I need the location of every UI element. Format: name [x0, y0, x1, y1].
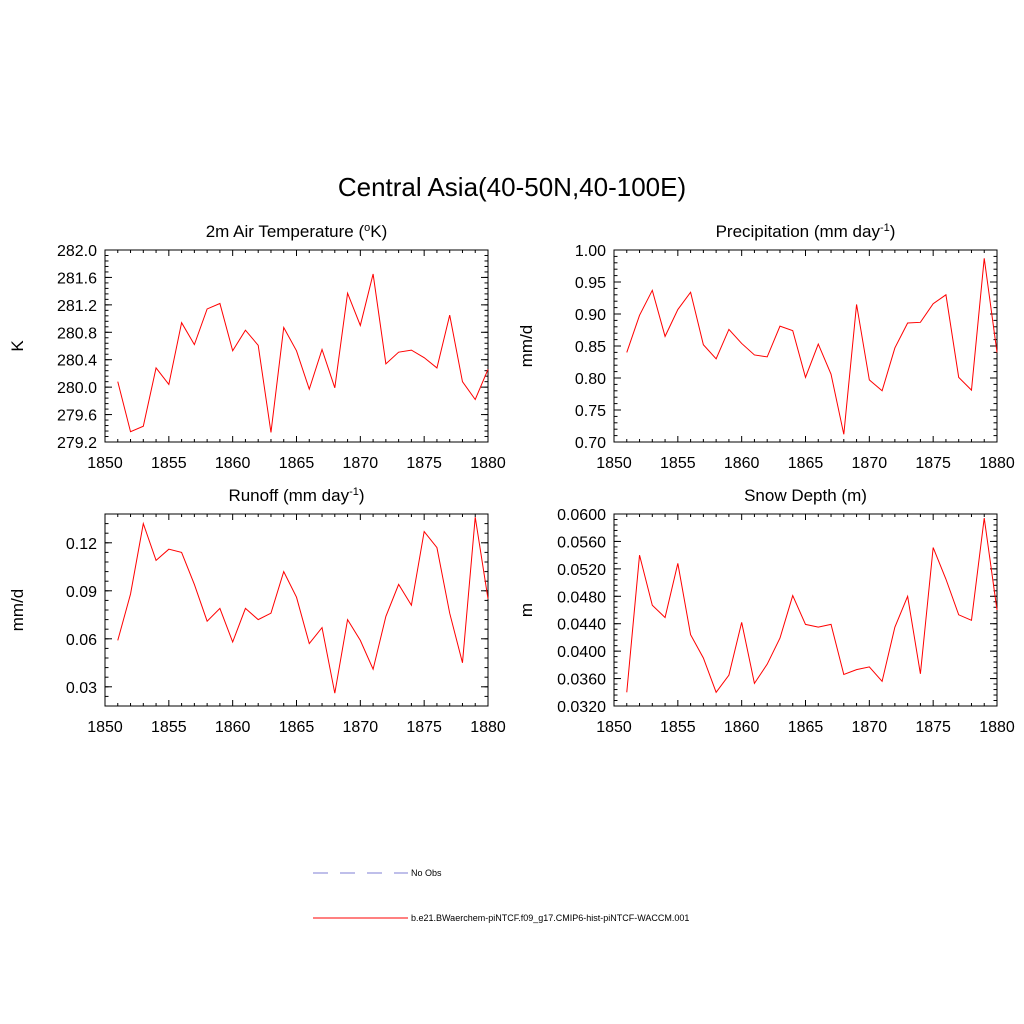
figure-title: Central Asia(40-50N,40-100E) [338, 172, 686, 202]
y-tick-label: 0.0600 [557, 507, 606, 524]
y-tick-label: 282.0 [57, 243, 97, 260]
x-tick-label: 1855 [660, 455, 696, 472]
y-tick-label: 0.0560 [557, 534, 606, 551]
x-tick-label: 1875 [406, 719, 442, 736]
panel-title: 2m Air Temperature (oK) [206, 222, 388, 241]
x-tick-label: 1870 [852, 455, 888, 472]
y-tick-label: 0.0320 [557, 699, 606, 716]
x-tick-label: 1875 [915, 455, 951, 472]
x-tick-label: 1850 [596, 719, 632, 736]
x-tick-label: 1860 [215, 719, 251, 736]
x-tick-label: 1855 [151, 719, 187, 736]
x-tick-label: 1850 [87, 719, 123, 736]
panel-title: Snow Depth (m) [744, 486, 867, 505]
y-tick-label: 0.75 [575, 403, 606, 420]
plot-frame [104, 513, 489, 707]
y-tick-label: 0.90 [575, 307, 606, 324]
y-tick-label: 0.0400 [557, 644, 606, 661]
x-tick-label: 1870 [343, 455, 379, 472]
y-tick-label: 0.0480 [557, 589, 606, 606]
y-tick-label: 279.6 [57, 408, 97, 425]
panel-1: Precipitation (mm day-1) mm/d 1850 1855 1860… [517, 222, 1015, 472]
y-axis-label: mm/d [8, 589, 27, 632]
y-tick-label: 0.12 [66, 536, 97, 553]
panel-2: Runoff (mm day-1) mm/d 1850 1855 1860 1865 187… [8, 486, 506, 736]
legend-obs-label: No Obs [411, 868, 442, 878]
x-tick-label: 1865 [279, 719, 315, 736]
y-tick-label: 280.4 [57, 353, 97, 370]
series-line-model [117, 517, 489, 694]
x-tick-label: 1870 [852, 719, 888, 736]
series-line-model [626, 258, 998, 435]
x-tick-label: 1880 [979, 455, 1015, 472]
x-tick-label: 1865 [279, 455, 315, 472]
x-tick-label: 1860 [724, 455, 760, 472]
y-tick-label: 0.03 [66, 680, 97, 697]
y-tick-label: 0.0440 [557, 617, 606, 634]
y-axis-label: K [8, 340, 27, 352]
y-tick-label: 1.00 [575, 243, 606, 260]
panel-title: Precipitation (mm day-1) [716, 222, 896, 241]
y-tick-label: 281.2 [57, 298, 97, 315]
x-tick-label: 1865 [788, 719, 824, 736]
x-tick-label: 1880 [979, 719, 1015, 736]
panel-0: 2m Air Temperature (oK) K 1850 1855 1860 1865… [8, 222, 506, 472]
y-tick-label: 281.6 [57, 270, 97, 287]
panels-group: 2m Air Temperature (oK) K 1850 1855 1860 1865… [8, 222, 1015, 736]
y-tick-label: 0.06 [66, 632, 97, 649]
y-tick-label: 0.70 [575, 435, 606, 452]
y-tick-label: 0.0520 [557, 562, 606, 579]
y-tick-label: 280.0 [57, 380, 97, 397]
y-tick-label: 0.80 [575, 371, 606, 388]
x-tick-label: 1860 [724, 719, 760, 736]
plot-frame [613, 513, 998, 707]
x-tick-label: 1880 [470, 455, 506, 472]
legend-model-label: b.e21.BWaerchem-piNTCF.f09_g17.CMIP6-his… [411, 913, 689, 923]
y-tick-label: 0.95 [575, 275, 606, 292]
y-tick-label: 0.85 [575, 339, 606, 356]
panel-3: Snow Depth (m) m 1850 1855 1860 1865 1870 1875 1… [517, 486, 1015, 736]
x-tick-label: 1870 [343, 719, 379, 736]
x-tick-label: 1850 [87, 455, 123, 472]
y-tick-label: 280.8 [57, 325, 97, 342]
x-tick-label: 1875 [915, 719, 951, 736]
y-tick-label: 0.09 [66, 584, 97, 601]
x-tick-label: 1855 [660, 719, 696, 736]
x-tick-label: 1880 [470, 719, 506, 736]
panel-title: Runoff (mm day-1) [228, 486, 364, 505]
series-line-model [626, 518, 998, 694]
x-tick-label: 1860 [215, 455, 251, 472]
x-tick-label: 1855 [151, 455, 187, 472]
y-axis-label: m [517, 603, 536, 617]
legend: No Obs b.e21.BWaerchem-piNTCF.f09_g17.CM… [313, 868, 689, 923]
y-axis-label: mm/d [517, 325, 536, 368]
x-tick-label: 1850 [596, 455, 632, 472]
x-tick-label: 1865 [788, 455, 824, 472]
plot-frame [613, 249, 998, 443]
y-tick-label: 279.2 [57, 435, 97, 452]
y-tick-label: 0.0360 [557, 672, 606, 689]
x-tick-label: 1875 [406, 455, 442, 472]
plot-frame [104, 249, 489, 443]
series-line-model [117, 273, 489, 433]
